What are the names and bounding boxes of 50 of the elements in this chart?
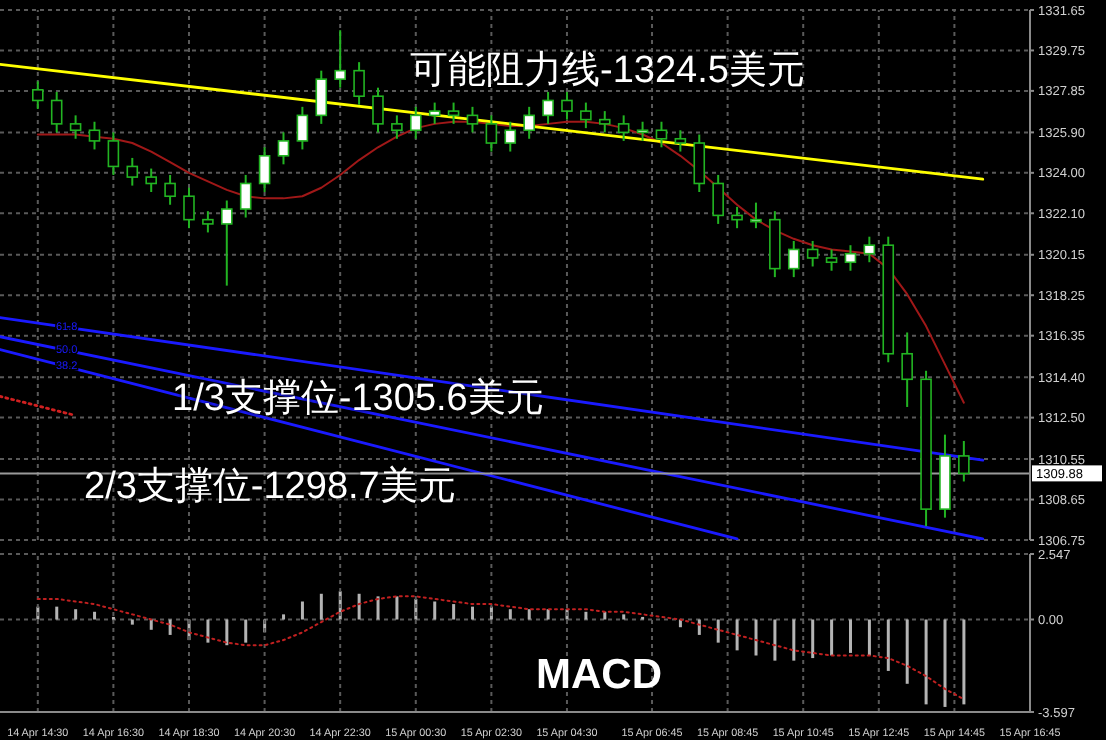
candlestick: [806, 239, 819, 268]
candlestick: [844, 244, 857, 272]
candlestick: [126, 156, 139, 187]
candlestick: [485, 114, 498, 153]
candlestick: [296, 105, 309, 151]
candlestick: [372, 86, 384, 134]
candlestick: [636, 120, 649, 142]
candlestick: [428, 101, 441, 125]
candlestick: [825, 248, 838, 272]
candlestick: [580, 101, 592, 130]
candlestick: [655, 120, 668, 149]
candlestick: [164, 173, 176, 206]
candlestick: [334, 29, 346, 89]
candlestick: [277, 131, 290, 166]
candlestick: [31, 80, 44, 110]
candlestick: [561, 90, 573, 121]
candlestick: [598, 110, 611, 134]
candlestick: [674, 129, 687, 153]
candlestick: [409, 105, 422, 140]
candlestick: [731, 205, 743, 230]
candlestick: [750, 201, 762, 230]
candlestick: [202, 210, 214, 234]
candlestick: [447, 101, 460, 125]
candlestick: [88, 120, 101, 151]
candlestick: [50, 90, 63, 134]
candlestick: [617, 114, 630, 142]
candlestick: [391, 114, 403, 140]
candlestick: [523, 105, 535, 140]
candlestick: [863, 235, 876, 264]
candlestick: [504, 120, 517, 153]
candlestick: [145, 167, 157, 193]
candlestick: [542, 90, 554, 125]
line-series: [36, 595, 965, 701]
candlestick: [466, 105, 479, 134]
candlestick: [107, 131, 120, 176]
candlestick: [693, 133, 706, 193]
candlestick: [69, 114, 82, 140]
candlestick: [183, 186, 195, 230]
candlestick: [712, 173, 724, 225]
candlestick: [239, 173, 252, 219]
candlestick: [353, 61, 365, 106]
candlestick: [315, 69, 328, 125]
annotation: 2/3支撑位-1298.7美元: [84, 463, 456, 512]
candlestick: [220, 199, 233, 287]
candlestick: [901, 331, 913, 408]
annotation: 可能阻力线-1324.5美元: [410, 47, 805, 96]
candlestick: [258, 146, 271, 193]
text: MACD: [536, 652, 662, 700]
candlestick: [787, 239, 800, 279]
candlestick: [958, 440, 970, 483]
